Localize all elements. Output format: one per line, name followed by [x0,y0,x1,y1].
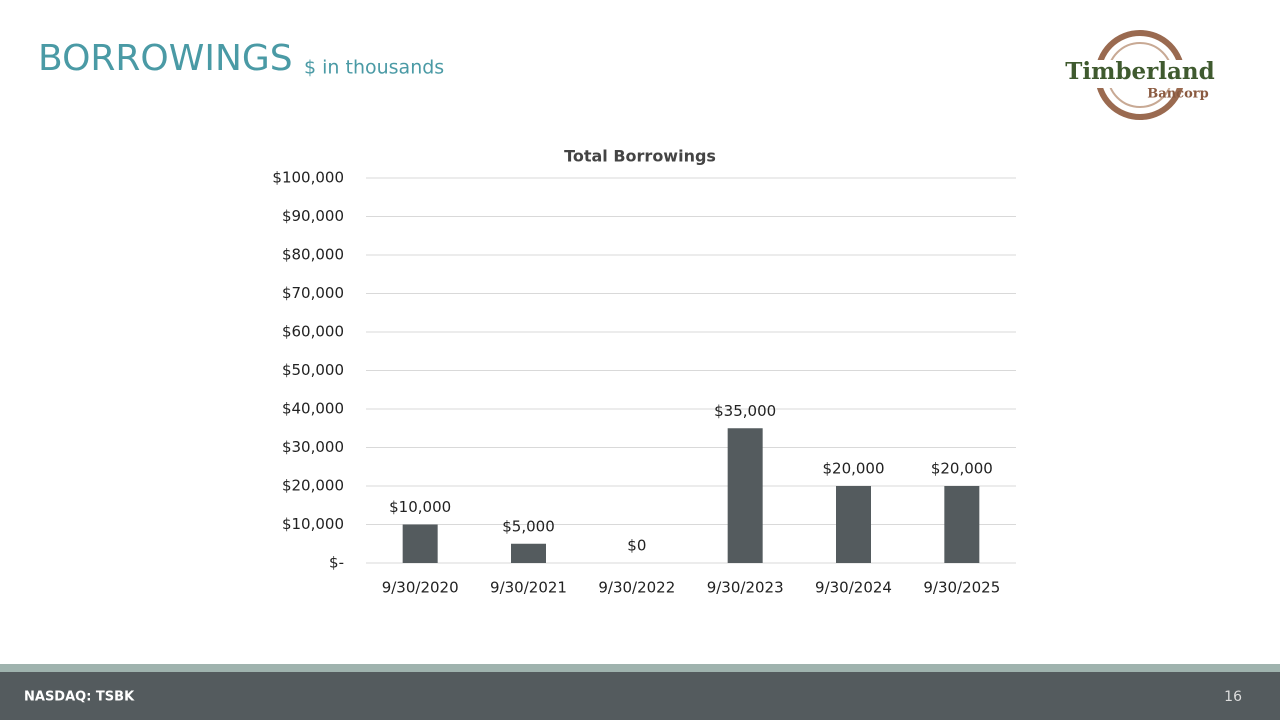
y-tick-label: $50,000 [282,361,344,379]
slide-title: BORROWINGS [38,38,293,79]
x-tick-label: 9/30/2022 [598,579,675,597]
value-label: $5,000 [502,517,555,535]
y-tick-label: $- [329,554,344,572]
value-label: $10,000 [389,498,451,516]
page-number: 16 [1224,689,1242,705]
y-tick-label: $80,000 [282,246,344,264]
logo: Timberland Bancorp [1058,30,1224,120]
y-tick-label: $90,000 [282,207,344,225]
bar [727,428,763,563]
x-tick-label: 9/30/2023 [707,579,784,597]
y-tick-label: $20,000 [282,477,344,495]
value-label: $20,000 [931,460,993,478]
chart-title: Total Borrowings [564,147,716,166]
value-label: $20,000 [822,460,884,478]
x-tick-label: 9/30/2024 [815,579,892,597]
x-tick-label: 9/30/2020 [382,579,459,597]
bar [836,486,871,563]
footer-bar [0,672,1280,720]
bar [944,486,980,563]
value-label: $0 [627,537,646,555]
bar [511,543,546,563]
footer-stripe [0,664,1280,672]
y-tick-label: $60,000 [282,323,344,341]
logo-name: Timberland [1065,58,1214,85]
logo-backdrop [1058,60,1224,88]
slide-subtitle: $ in thousands [304,57,444,79]
y-tick-label: $40,000 [282,400,344,418]
x-tick-label: 9/30/2021 [490,579,567,597]
bar [402,524,438,563]
footer-ticker: NASDAQ: TSBK [24,690,135,705]
y-tick-label: $70,000 [282,284,344,302]
logo-sub: Bancorp [1147,87,1208,102]
value-label: $35,000 [714,402,776,420]
y-tick-label: $100,000 [272,169,344,187]
y-tick-label: $10,000 [282,515,344,533]
y-tick-label: $30,000 [282,438,344,456]
x-tick-label: 9/30/2025 [923,579,1000,597]
